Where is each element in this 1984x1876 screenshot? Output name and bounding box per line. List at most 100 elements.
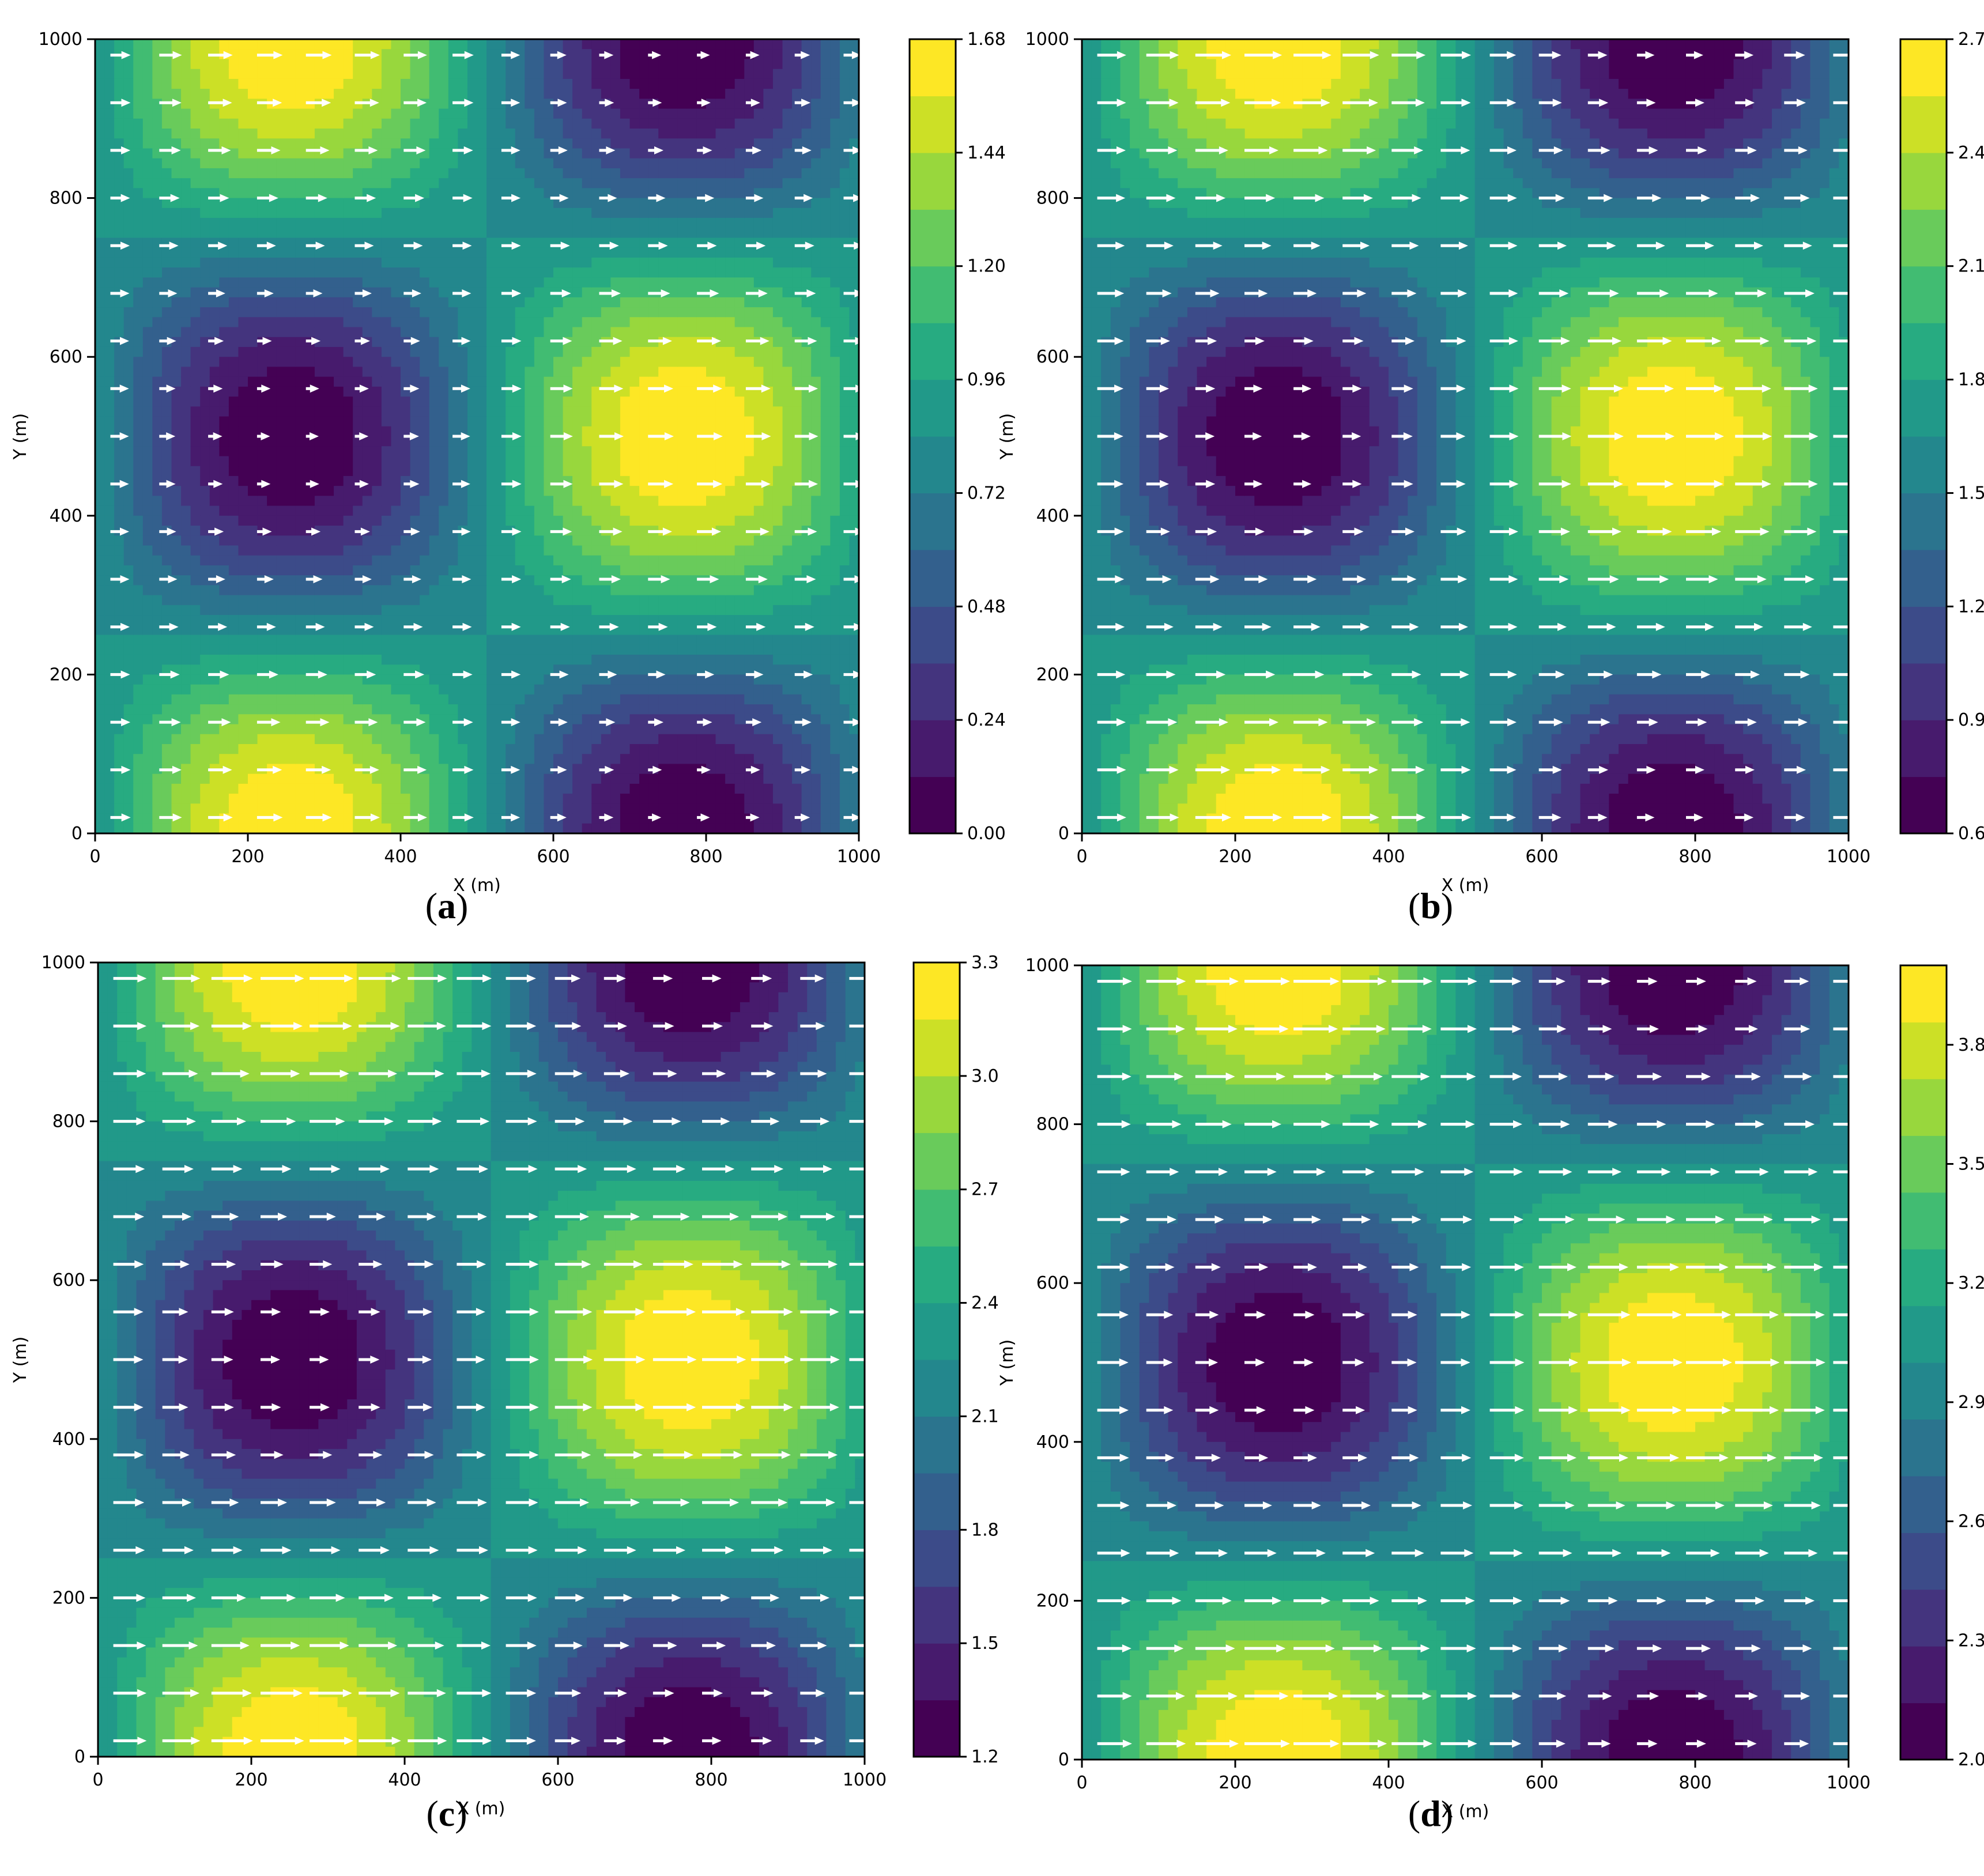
- contour-cell: [439, 247, 449, 258]
- contour-cell: [314, 108, 325, 119]
- contour-cell: [477, 277, 487, 288]
- contour-cell: [171, 595, 182, 606]
- contour-cell: [152, 108, 163, 119]
- contour-cell: [353, 317, 363, 328]
- contour-cell: [429, 178, 439, 188]
- contour-cell: [477, 714, 487, 725]
- contour-cell: [582, 714, 592, 725]
- contour-cell: [667, 247, 678, 258]
- contour-cell: [276, 108, 286, 119]
- contour-cell: [391, 585, 401, 596]
- contour-cell: [171, 773, 182, 784]
- contour-cell: [267, 257, 277, 268]
- contour-cell: [114, 317, 125, 328]
- contour-cell: [401, 585, 411, 596]
- contour-cell: [142, 565, 153, 576]
- contour-cell: [181, 575, 191, 586]
- contour-cell: [286, 59, 296, 70]
- contour-cell: [353, 247, 363, 258]
- contour-cell: [525, 665, 535, 675]
- contour-cell: [171, 59, 182, 70]
- contour-cell: [553, 158, 564, 169]
- contour-cell: [486, 59, 497, 70]
- contour-cell: [343, 654, 353, 665]
- contour-cell: [142, 605, 153, 616]
- contour-cell: [506, 78, 516, 89]
- contour-cell: [667, 595, 678, 606]
- contour-cell: [677, 237, 688, 248]
- contour-cell: [362, 654, 372, 665]
- contour-cell: [286, 178, 296, 188]
- contour-cell: [152, 754, 163, 765]
- contour-cell: [525, 327, 535, 338]
- contour-cell: [353, 515, 363, 526]
- contour-cell: [410, 39, 420, 50]
- contour-cell: [238, 635, 248, 646]
- contour-cell: [515, 397, 525, 407]
- contour-cell: [123, 743, 134, 754]
- contour-cell: [429, 526, 439, 536]
- contour-cell: [248, 357, 258, 368]
- contour-cell: [477, 257, 487, 268]
- contour-cell: [228, 585, 239, 596]
- contour-cell: [639, 436, 650, 447]
- contour-cell: [152, 158, 163, 169]
- contour-cell: [362, 327, 372, 338]
- contour-cell: [572, 486, 583, 496]
- contour-cell: [448, 178, 458, 188]
- contour-cell: [620, 496, 631, 507]
- contour-cell: [228, 794, 239, 804]
- contour-cell: [582, 397, 592, 407]
- contour-cell: [667, 794, 678, 804]
- contour-cell: [152, 168, 163, 179]
- contour-cell: [295, 496, 305, 507]
- contour-cell: [123, 545, 134, 556]
- contour-cell: [572, 257, 583, 268]
- contour-cell: [114, 267, 125, 278]
- contour-cell: [439, 129, 449, 139]
- contour-cell: [314, 684, 325, 695]
- contour-cell: [238, 535, 248, 546]
- contour-cell: [648, 207, 659, 218]
- contour-cell: [133, 148, 144, 159]
- contour-cell: [142, 644, 153, 655]
- contour-cell: [572, 78, 583, 89]
- contour-cell: [276, 694, 286, 705]
- contour-cell: [181, 327, 191, 338]
- contour-cell: [639, 555, 650, 566]
- contour-cell: [324, 674, 334, 685]
- contour-cell: [420, 257, 430, 268]
- contour-cell: [267, 108, 277, 119]
- contour-cell: [123, 247, 134, 258]
- contour-cell: [553, 496, 564, 507]
- contour-cell: [372, 297, 382, 308]
- contour-cell: [458, 496, 468, 507]
- contour-cell: [610, 317, 621, 328]
- contour-cell: [391, 764, 401, 775]
- contour-cell: [190, 346, 201, 357]
- contour-cell: [276, 684, 286, 695]
- contour-cell: [286, 436, 296, 447]
- contour-cell: [190, 247, 201, 258]
- contour-cell: [190, 466, 201, 477]
- contour-cell: [181, 446, 191, 457]
- contour-cell: [152, 704, 163, 715]
- contour-cell: [257, 635, 267, 646]
- contour-cell: [525, 783, 535, 794]
- contour-cell: [563, 346, 573, 357]
- contour-cell: [648, 724, 659, 735]
- contour-cell: [257, 346, 267, 357]
- contour-cell: [467, 823, 478, 834]
- contour-cell: [448, 397, 458, 407]
- contour-cell: [544, 823, 554, 834]
- contour-cell: [324, 704, 334, 715]
- contour-cell: [477, 376, 487, 387]
- contour-cell: [238, 526, 248, 536]
- contour-cell: [314, 466, 325, 477]
- contour-cell: [286, 416, 296, 427]
- contour-cell: [295, 625, 305, 636]
- contour-cell: [381, 665, 392, 675]
- contour-cell: [582, 625, 592, 636]
- contour-cell: [429, 89, 439, 99]
- contour-cell: [200, 585, 210, 596]
